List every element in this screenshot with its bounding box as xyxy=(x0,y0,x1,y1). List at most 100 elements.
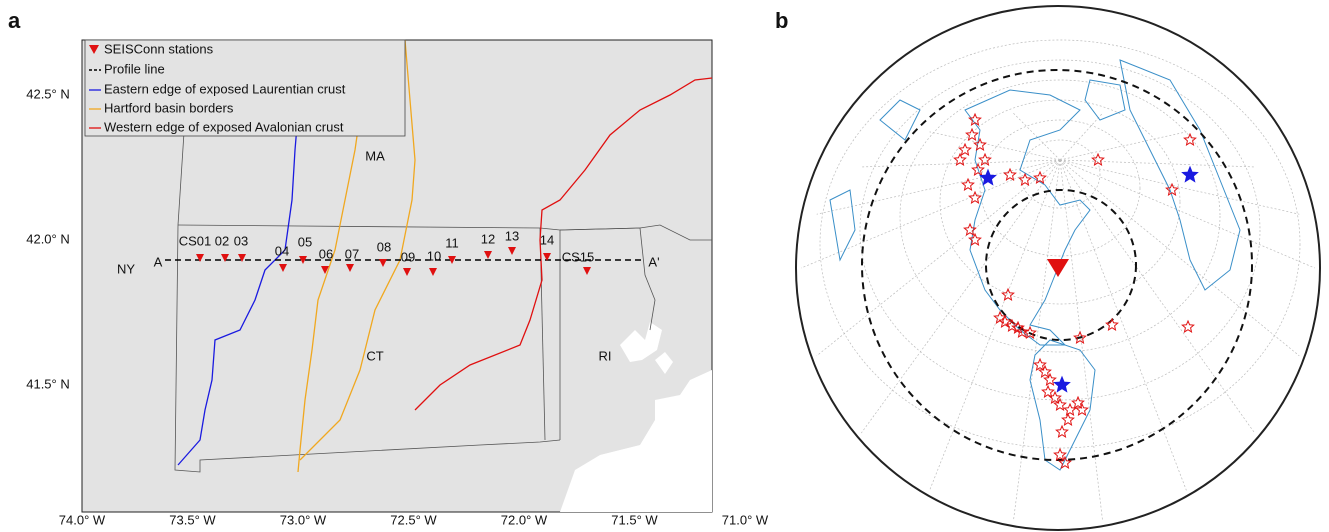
panel-label: b xyxy=(775,8,788,33)
event xyxy=(1073,330,1087,344)
parallel xyxy=(1019,139,1101,209)
lon-label: 73.0° W xyxy=(280,512,327,527)
station xyxy=(346,264,354,272)
station-label: CS01 xyxy=(179,233,212,248)
station xyxy=(221,254,229,262)
event xyxy=(1091,152,1105,166)
meridian xyxy=(1059,159,1103,521)
meridian xyxy=(1059,112,1103,161)
event xyxy=(963,222,977,236)
event xyxy=(1061,412,1075,426)
event xyxy=(1048,390,1062,404)
lon-label: 73.5° W xyxy=(169,512,216,527)
parallel xyxy=(979,119,1141,257)
event xyxy=(958,142,972,156)
lat-label: 41.5° N xyxy=(26,376,70,391)
meridian xyxy=(816,159,1061,215)
event xyxy=(978,152,992,166)
event xyxy=(1005,318,1019,332)
event xyxy=(1033,170,1047,184)
event xyxy=(1183,132,1197,146)
event xyxy=(968,112,982,126)
legend: SEISConn stations Profile line Eastern e… xyxy=(84,39,406,137)
event xyxy=(1033,357,1047,371)
station-label: 07 xyxy=(345,246,359,261)
map-b xyxy=(795,5,1321,531)
event xyxy=(1043,372,1057,386)
event xyxy=(1058,455,1072,469)
lat-label: 42.0° N xyxy=(26,231,70,246)
state-label: NY xyxy=(117,261,135,276)
meridian xyxy=(1059,159,1300,215)
profile-end: A xyxy=(154,254,163,269)
meridian xyxy=(861,159,1061,168)
event xyxy=(1181,319,1195,333)
event xyxy=(1105,317,1119,331)
station xyxy=(379,259,387,267)
event xyxy=(1053,397,1067,411)
event xyxy=(1015,324,1029,338)
station xyxy=(429,268,437,276)
station-label: 09 xyxy=(401,249,415,264)
station-label: 08 xyxy=(377,239,391,254)
station-label: 13 xyxy=(505,228,519,243)
meridian xyxy=(816,159,1061,357)
laurentian-edge xyxy=(177,39,314,466)
event xyxy=(998,314,1012,328)
events xyxy=(953,112,1199,469)
parallel xyxy=(859,59,1261,401)
event xyxy=(1055,424,1069,438)
event xyxy=(1023,325,1037,339)
coastlines xyxy=(829,59,1241,471)
ocean xyxy=(560,370,712,512)
map-a: A A' MA NY CT RI CS01 02 03 04 05 06 07 08 09 10 1… xyxy=(81,39,713,513)
station xyxy=(543,253,551,261)
event xyxy=(1053,375,1071,393)
event xyxy=(1075,402,1089,416)
legend-entry: Hartford basin borders xyxy=(104,100,234,115)
event xyxy=(1018,172,1032,186)
station xyxy=(321,266,329,274)
station xyxy=(448,256,456,264)
station xyxy=(279,264,287,272)
event xyxy=(1003,167,1017,181)
event xyxy=(971,162,985,176)
lon-label: 72.5° W xyxy=(390,512,437,527)
event xyxy=(1181,165,1199,183)
panel-label: a xyxy=(8,8,21,33)
station xyxy=(196,254,204,262)
station xyxy=(299,256,307,264)
station-label: 10 xyxy=(427,248,441,263)
station-label: 06 xyxy=(319,246,333,261)
station xyxy=(508,247,516,255)
meridian xyxy=(929,159,1061,491)
station-label: 02 xyxy=(215,233,229,248)
lon-label: 71.0° W xyxy=(722,512,769,527)
event xyxy=(1071,395,1085,409)
meridian xyxy=(1059,159,1300,357)
station-label: CS15 xyxy=(562,249,595,264)
station xyxy=(238,254,246,262)
state-label: CT xyxy=(366,348,383,363)
parallel xyxy=(939,99,1181,305)
station-label: 05 xyxy=(298,234,312,249)
lat-label: 42.5° N xyxy=(26,86,70,101)
state-label: RI xyxy=(599,348,612,363)
event xyxy=(979,168,997,186)
event xyxy=(1053,447,1067,461)
parallel xyxy=(899,79,1221,353)
state-borders xyxy=(174,39,712,473)
meridian xyxy=(861,159,1061,434)
event xyxy=(1041,384,1055,398)
event xyxy=(1001,287,1015,301)
lon-labels: 74.0° W 73.5° W 73.0° W 72.5° W 72.0° W 71.5°… xyxy=(59,512,769,527)
lon-label: 72.0° W xyxy=(501,512,548,527)
station xyxy=(583,267,591,275)
event xyxy=(1165,182,1179,196)
lon-label: 71.5° W xyxy=(611,512,658,527)
event xyxy=(968,190,982,204)
legend-entry: Profile line xyxy=(104,61,165,76)
meridian xyxy=(1013,159,1061,521)
lon-label: 74.0° W xyxy=(59,512,106,527)
station-label: 12 xyxy=(481,231,495,246)
